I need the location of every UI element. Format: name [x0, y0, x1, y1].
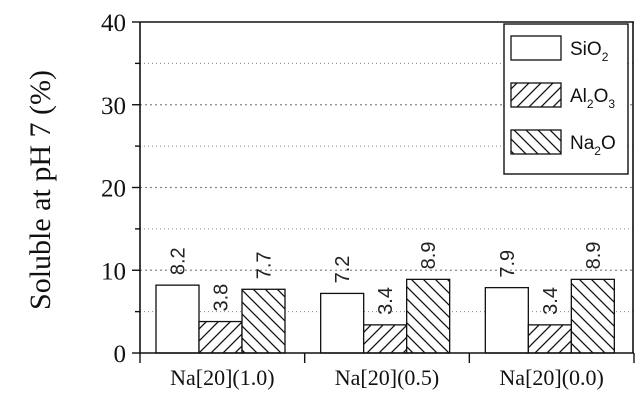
- legend-text: Na: [570, 133, 595, 154]
- y-axis-label: Soluble at pH 7 (%): [24, 70, 57, 310]
- category-label: Na[20](0.5): [335, 365, 439, 390]
- bar-al2o3-1: [198, 320, 243, 354]
- data-label: 3.8: [211, 284, 233, 312]
- y-tick-label: 30: [101, 93, 126, 120]
- bar-sio2-2: [320, 292, 365, 354]
- legend-label-sio2: SiO2: [570, 39, 609, 64]
- legend-subscript: 3: [608, 97, 615, 111]
- legend-swatch-na2o: [510, 129, 562, 155]
- category-labels: Na[20](1.0) Na[20](0.5) Na[20](0.0): [170, 365, 604, 390]
- y-tick-labels: 0 10 20 30 40: [101, 10, 126, 368]
- legend-subscript: 2: [587, 97, 594, 111]
- bar-na2o-2: [406, 278, 451, 354]
- data-label: 8.9: [583, 242, 605, 270]
- legend-subscript: 2: [594, 144, 601, 158]
- bar-na2o-1: [241, 288, 286, 354]
- bar-na2o-3: [570, 278, 615, 354]
- bars: [155, 278, 615, 354]
- legend-label-al2o3: Al2O3: [570, 86, 615, 111]
- y-tick-label: 40: [101, 10, 126, 37]
- legend-text: SiO: [570, 39, 602, 60]
- legend-label-na2o: Na2O: [570, 133, 616, 158]
- y-tick-label: 20: [101, 176, 126, 203]
- y-tick-label: 10: [101, 258, 126, 285]
- bar-al2o3-2: [363, 324, 408, 354]
- category-label: Na[20](1.0): [170, 365, 274, 390]
- bar-al2o3-3: [527, 324, 572, 354]
- legend-swatch-sio2: [510, 35, 562, 61]
- legend-text: Al: [570, 86, 587, 107]
- data-labels: 8.2 3.8 7.7 7.2 3.4 8.9 7.9 3.4 8.9: [168, 242, 605, 315]
- legend-text: O: [594, 86, 609, 107]
- data-label: 3.4: [540, 287, 562, 315]
- bar-sio2-3: [484, 286, 529, 354]
- legend-text: O: [601, 133, 616, 154]
- data-label: 8.2: [168, 247, 190, 275]
- y-tick-label: 0: [114, 341, 127, 368]
- data-label: 3.4: [375, 287, 397, 315]
- category-label: Na[20](0.0): [499, 365, 603, 390]
- data-label: 7.7: [254, 251, 276, 279]
- data-label: 8.9: [418, 242, 440, 270]
- data-label: 7.9: [497, 250, 519, 278]
- axes: [132, 21, 635, 363]
- data-label: 7.2: [332, 256, 354, 284]
- legend-swatch-al2o3: [510, 82, 562, 108]
- bar-sio2-1: [155, 284, 200, 354]
- legend-subscript: 2: [602, 50, 609, 64]
